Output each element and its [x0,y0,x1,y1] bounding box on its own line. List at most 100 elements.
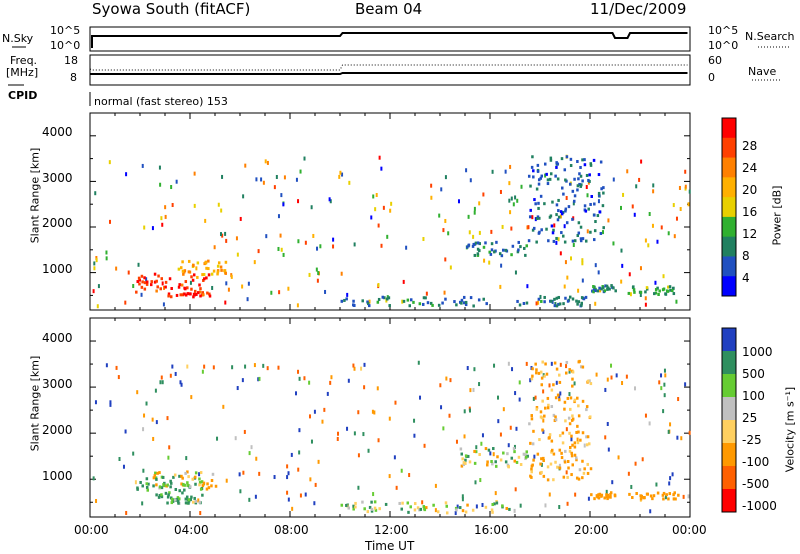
velocity-heatmap-cell [597,493,600,497]
power-heatmap-cell [533,198,536,202]
velocity-heatmap-cell [504,460,508,464]
velocity-heatmap-cell [576,437,579,442]
velocity-heatmap-cell [193,496,196,500]
velocity-heatmap-cell [166,416,169,421]
velocity-heatmap-cell [145,477,149,481]
power-heatmap-cell [386,234,389,239]
velocity-heatmap-cell [561,431,565,435]
power-heatmap-cell [361,299,364,303]
x-axis-label: Time UT [365,539,415,553]
power-heatmap-cell [540,228,543,232]
power-heatmap-cell [594,301,597,306]
velocity-heatmap-cell [182,482,185,486]
velocity-heatmap-cell [198,500,202,504]
power-heatmap-cell [430,183,433,188]
velocity-heatmap-cell [658,380,661,385]
velocity-heatmap-cell [363,385,366,390]
power-heatmap-cell [498,252,502,256]
velocity-heatmap-cell [373,506,377,510]
velocity-heatmap-cell [323,407,326,412]
velocity-heatmap-cell [313,501,316,506]
power-heatmap-cell [198,283,201,287]
velocity-heatmap-cell [499,458,503,462]
power-heatmap-cell [645,286,649,290]
velocity-heatmap-cell [352,363,355,368]
velocity-heatmap-cell [363,507,366,511]
velocity-heatmap-cell [459,447,463,451]
velocity-heatmap-cell [655,482,658,487]
power-heatmap-cell [532,175,535,179]
velocity-heatmap-cell [122,464,125,469]
power-heatmap-cell [476,252,480,256]
nsearch-tick-top: 10^5 [708,24,739,37]
power-heatmap-cell [593,202,596,206]
power-heatmap-cell [212,269,216,273]
velocity-heatmap-cell [167,455,170,460]
velocity-heatmap-cell [469,388,472,393]
velocity-heatmap-cell [524,453,527,457]
velocity-heatmap-cell [184,471,187,475]
power-heatmap-cell [549,172,553,176]
power-heatmap-cell [571,297,575,301]
power-heatmap-cell [599,160,603,164]
velocity-heatmap-cell [546,478,550,482]
power-heatmap-cell [376,300,380,304]
velocity-heatmap-cell [491,510,494,514]
power-heatmap-cell [368,299,371,304]
velocity-cbar-swatch [722,489,736,513]
velocity-heatmap-cell [286,475,289,480]
power-heatmap-cell [464,300,468,304]
velocity-heatmap-cell [366,510,370,514]
velocity-heatmap-cell [570,434,573,438]
power-heatmap-cell [652,183,655,188]
velocity-heatmap-cell [250,445,253,450]
velocity-heatmap-cell [606,377,609,382]
velocity-heatmap-cell [178,497,181,501]
power-heatmap-cell [460,298,464,302]
velocity-heatmap-cell [210,478,214,482]
power-heatmap-cell [488,250,491,254]
power-heatmap-cell [592,285,595,289]
velocity-heatmap-cell [573,381,576,386]
power-heatmap-cell [109,219,112,224]
power-heatmap-cell [591,289,594,293]
velocity-heatmap-cell [222,404,225,409]
velocity-heatmap-cell [363,362,366,367]
velocity-heatmap-cell [234,436,237,441]
power-heatmap-cell [143,276,146,280]
velocity-heatmap-cell [310,439,313,444]
power-heatmap-cell [207,259,210,263]
velocity-heatmap-cell [497,419,500,424]
nave-tick-top: 60 [708,54,722,67]
power-heatmap-cell [606,286,610,290]
power-heatmap-cell [538,230,541,234]
velocity-heatmap-cell [194,499,198,503]
velocity-heatmap-cell [154,471,157,475]
velocity-heatmap-cell [434,483,437,488]
power-heatmap-cell [531,155,534,159]
velocity-heatmap-cell [604,387,607,392]
velocity-heatmap-cell [484,447,488,451]
velocity-heatmap-cell [242,470,245,475]
power-heatmap-cell [539,176,543,180]
velocity-heatmap-cell [155,477,158,481]
power-heatmap-cell [275,174,278,179]
velocity-heatmap-cell [664,495,667,500]
velocity-heatmap-cell [118,456,121,461]
velocity-heatmap-cell [463,434,466,439]
velocity-heatmap-cell [609,493,612,497]
velocity-heatmap-cell [142,468,145,473]
velocity-heatmap-cell [210,484,213,488]
power-heatmap-cell [527,174,531,178]
power-heatmap-cell [381,295,385,299]
power-heatmap-cell [576,302,579,306]
velocity-heatmap-cell [257,377,260,382]
velocity-heatmap-cell [515,426,518,431]
nsky-tick-bottom: 10^0 [50,39,81,52]
velocity-heatmap-cell [577,414,581,418]
power-heatmap-cell [580,303,583,307]
velocity-heatmap-cell [287,497,290,502]
power-heatmap-cell [594,220,597,224]
velocity-heatmap-cell [530,467,533,471]
power-heatmap-cell [563,284,566,289]
